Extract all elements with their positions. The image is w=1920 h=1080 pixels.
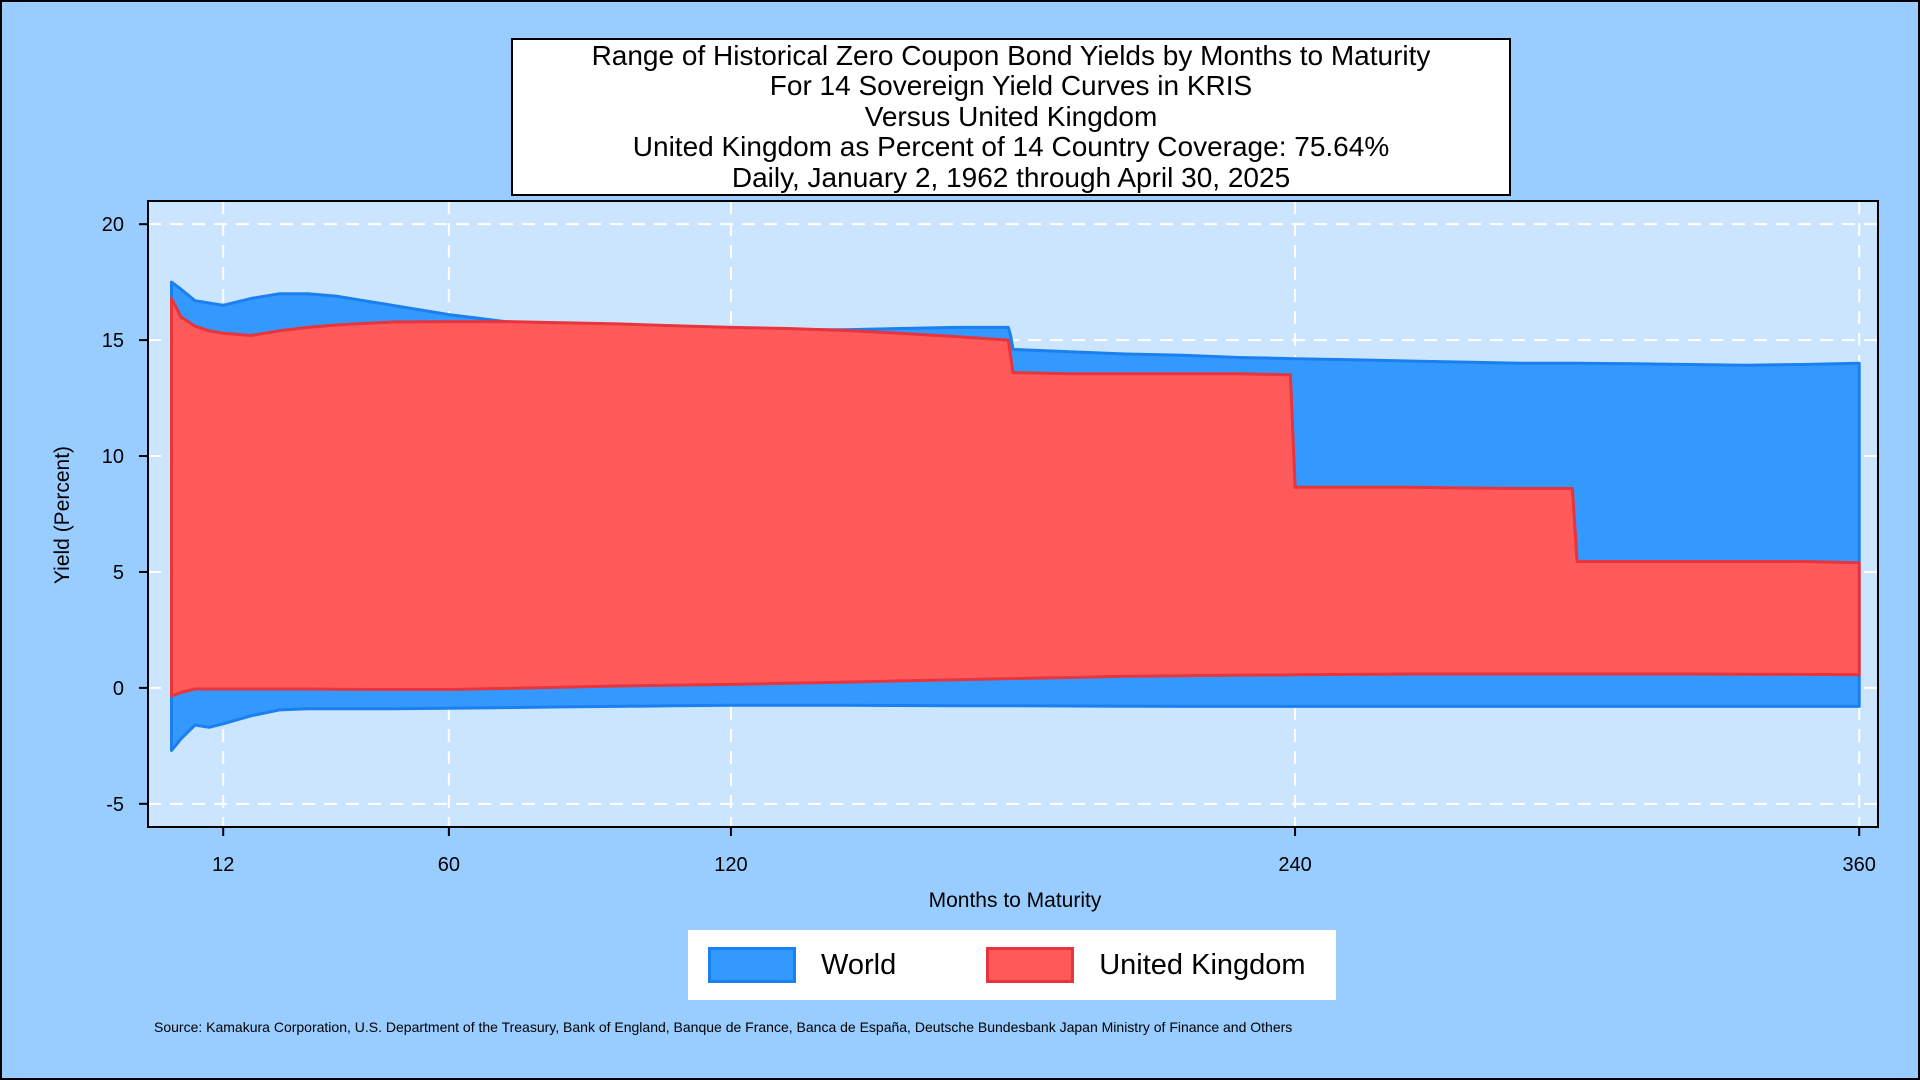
y-tick-label: 10 bbox=[102, 446, 124, 468]
x-tick-label: 12 bbox=[212, 854, 234, 876]
legend-swatch-world bbox=[708, 947, 796, 983]
chart-title-line-3: Versus United Kingdom bbox=[864, 100, 1158, 132]
y-tick-label: 0 bbox=[113, 678, 124, 700]
axes: -5 0 5 10 15 20 12 60 120 240 360 bbox=[102, 214, 1876, 876]
x-axis-label: Months to Maturity bbox=[929, 889, 1102, 912]
series-area-united-kingdom bbox=[170, 296, 1861, 698]
chart-title-box: Range of Historical Zero Coupon Bond Yie… bbox=[511, 38, 1511, 196]
x-tick-label: 240 bbox=[1278, 854, 1311, 876]
y-axis-label: Yield (Percent) bbox=[51, 446, 74, 584]
x-tick-label: 120 bbox=[714, 854, 747, 876]
legend-item-united-kingdom: United Kingdom bbox=[986, 947, 1306, 983]
legend-label-world: World bbox=[821, 948, 897, 981]
y-tick-label: 5 bbox=[113, 562, 124, 584]
legend-item-world: World bbox=[708, 947, 896, 983]
chart-title-line-4: United Kingdom as Percent of 14 Country … bbox=[632, 131, 1390, 163]
x-tick-label: 60 bbox=[438, 854, 460, 876]
legend-label-united-kingdom: United Kingdom bbox=[1099, 948, 1306, 981]
series-areas bbox=[170, 280, 1861, 752]
y-tick-label: 20 bbox=[102, 214, 124, 236]
x-tick-label: 360 bbox=[1843, 854, 1876, 876]
chart-title-line-5: Daily, January 2, 1962 through April 30,… bbox=[731, 161, 1291, 193]
plot-border bbox=[147, 200, 1879, 828]
source-note: Source: Kamakura Corporation, U.S. Depar… bbox=[154, 1019, 1293, 1035]
y-tick-label: 15 bbox=[102, 330, 124, 352]
y-tick-label: -5 bbox=[106, 794, 124, 816]
legend: World United Kingdom bbox=[688, 930, 1336, 1000]
chart-title-line-1: Range of Historical Zero Coupon Bond Yie… bbox=[591, 39, 1431, 71]
legend-swatch-united-kingdom bbox=[986, 947, 1075, 983]
chart-title-line-2: For 14 Sovereign Yield Curves in KRIS bbox=[769, 70, 1253, 102]
